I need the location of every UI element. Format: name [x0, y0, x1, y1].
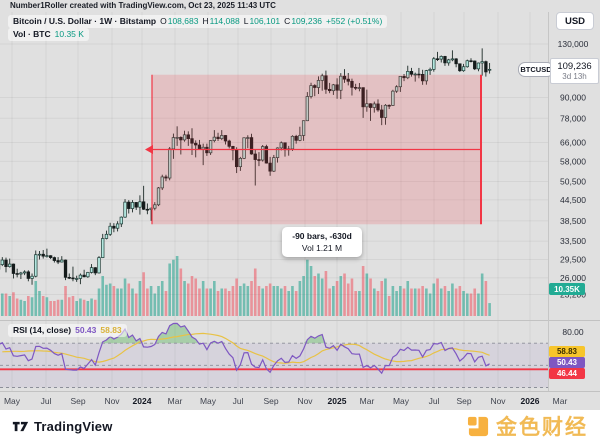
svg-text:Sep: Sep: [263, 396, 278, 406]
tradingview-logo-icon: [12, 421, 29, 431]
svg-text:44,500: 44,500: [560, 195, 586, 205]
range-bars-text: -90 bars, -630d: [292, 231, 352, 241]
low-label: L: [243, 16, 249, 26]
bar-countdown: 3d 13h: [562, 72, 587, 81]
currency-toggle-button[interactable]: USD: [556, 12, 594, 30]
volume-legend[interactable]: Vol · BTC 10.35 K: [8, 28, 89, 42]
site-watermark: 金色财经: [467, 411, 588, 441]
high-label: H: [202, 16, 209, 26]
svg-text:May: May: [200, 396, 217, 406]
svg-text:Nov: Nov: [297, 396, 313, 406]
grid-lines: [0, 12, 548, 391]
change-value: +552 (+0.51%): [326, 16, 383, 26]
chart-svg[interactable]: 130,000 90,000 78,000 66,000 58,000 50,500 44,…: [0, 0, 600, 410]
svg-text:Jul: Jul: [41, 396, 52, 406]
close-label: C: [284, 16, 291, 26]
rsi-legend[interactable]: RSI (14, close) 50.43 58.83: [8, 324, 127, 338]
footer: TradingView 金色财经: [0, 410, 600, 442]
candlestick-series: [0, 48, 492, 285]
svg-text:Jul: Jul: [233, 396, 244, 406]
rsi-badge: 46.44: [549, 368, 585, 379]
svg-text:Jul: Jul: [429, 396, 440, 406]
rsi-badge: 50.43: [549, 357, 585, 368]
rsi-badge: 58.83: [549, 346, 585, 357]
svg-text:33,500: 33,500: [560, 236, 586, 246]
svg-text:May: May: [393, 396, 410, 406]
svg-text:May: May: [4, 396, 21, 406]
watermark-text: 金色财经: [496, 416, 588, 439]
svg-text:38,500: 38,500: [560, 216, 586, 226]
last-price-label: 109,236 3d 13h: [550, 58, 599, 84]
volume-axis-badge: 10.35K: [549, 283, 585, 295]
rsi-pane: [0, 322, 548, 388]
svg-text:2024: 2024: [133, 396, 152, 406]
high-value: 114,088: [209, 16, 240, 26]
svg-text:78,000: 78,000: [560, 113, 586, 123]
tradingview-brand[interactable]: TradingView: [12, 418, 113, 435]
volume-series: [0, 256, 491, 316]
svg-text:Mar: Mar: [168, 396, 183, 406]
price-axis-labels[interactable]: 130,000 90,000 78,000 66,000 58,000 50,500 44,…: [558, 39, 589, 337]
svg-text:Mar: Mar: [360, 396, 375, 406]
svg-text:50,500: 50,500: [560, 176, 586, 186]
open-value: 108,683: [167, 16, 199, 26]
svg-text:Sep: Sep: [456, 396, 471, 406]
svg-text:130,000: 130,000: [558, 39, 589, 49]
low-value: 106,101: [249, 16, 281, 26]
symbol-price-badge: BTCUSD: [518, 62, 554, 77]
rsi-axis-badges: 58.83 50.43 46.44: [549, 346, 585, 379]
svg-text:2025: 2025: [328, 396, 347, 406]
tradingview-logo-text: TradingView: [34, 418, 113, 434]
date-price-range-drawing[interactable]: [145, 74, 482, 225]
svg-text:66,000: 66,000: [560, 138, 586, 148]
svg-text:80.00: 80.00: [562, 327, 584, 337]
symbol-title: Bitcoin / U.S. Dollar · 1W · Bitstamp: [13, 16, 157, 26]
svg-text:29,500: 29,500: [560, 255, 586, 265]
watermark-logo-icon: [467, 416, 489, 436]
svg-text:Mar: Mar: [553, 396, 568, 406]
attribution-text: Number1Roller created with TradingView.c…: [10, 1, 276, 10]
svg-text:Nov: Nov: [490, 396, 506, 406]
range-tool-tooltip: -90 bars, -630d Vol 1.21 M: [282, 227, 362, 257]
volume-value: 10.35 K: [54, 29, 84, 39]
last-price-value: 109,236: [557, 61, 592, 72]
volume-label: Vol · BTC: [13, 29, 51, 39]
svg-text:90,000: 90,000: [560, 92, 586, 102]
svg-text:Nov: Nov: [104, 396, 120, 406]
rsi-label: RSI (14, close): [13, 325, 72, 335]
rsi-ma-value: 58.83: [100, 325, 122, 335]
svg-text:Sep: Sep: [70, 396, 85, 406]
rsi-value: 50.43: [75, 325, 97, 335]
svg-text:26,000: 26,000: [560, 273, 586, 283]
close-value: 109,236: [291, 16, 323, 26]
range-volume-text: Vol 1.21 M: [301, 243, 343, 253]
open-label: O: [160, 16, 167, 26]
svg-text:58,000: 58,000: [560, 156, 586, 166]
svg-text:2026: 2026: [521, 396, 540, 406]
time-axis-labels[interactable]: May Jul Sep Nov 2024 Mar May Jul Sep Nov 2025 Mar Ma…: [4, 396, 568, 406]
